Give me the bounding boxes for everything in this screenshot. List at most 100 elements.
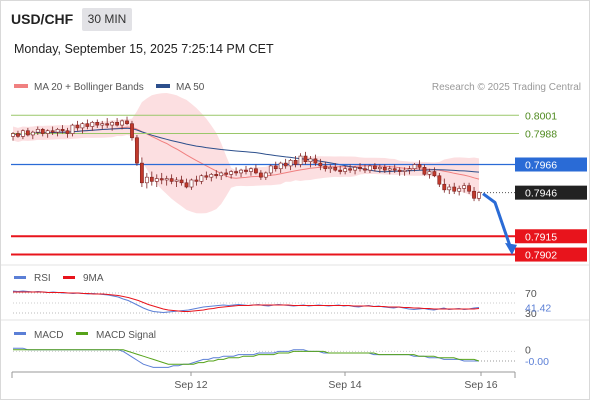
candle-body: [219, 172, 224, 177]
candle-body: [477, 192, 481, 199]
candle-body: [368, 165, 372, 171]
candle-body: [95, 121, 100, 126]
candle-body: [348, 168, 353, 171]
legend-rsi-label: RSI: [34, 273, 51, 284]
candle-body: [397, 169, 402, 172]
macd-zero-label: 0: [525, 344, 531, 356]
candle-body: [214, 174, 219, 177]
candle-body: [472, 190, 476, 199]
candle-body: [432, 171, 437, 177]
candle-body: [209, 174, 214, 178]
candle-body: [60, 129, 65, 132]
candle-body: [70, 124, 75, 134]
candle-body: [135, 137, 139, 164]
candle-body: [298, 155, 303, 165]
candle-body: [229, 171, 234, 175]
bollinger-band: [13, 93, 479, 214]
candle-body: [417, 164, 422, 168]
candle-body: [239, 169, 243, 174]
time-axis-label: Sep 14: [328, 379, 361, 391]
candle-body: [273, 165, 278, 170]
candle-body: [154, 178, 159, 182]
rsi-9ma-line: [13, 291, 480, 312]
rsi-level-label: 70: [525, 288, 537, 300]
candle-body: [179, 179, 184, 184]
candle-body: [254, 168, 258, 174]
candle-body: [120, 120, 124, 126]
candle-body: [45, 130, 50, 134]
macd-signal-line: [13, 349, 480, 365]
support-label: 0.7915: [525, 231, 557, 243]
candle-body: [392, 168, 397, 171]
pivot-tag: [515, 157, 587, 172]
candle-body: [363, 168, 367, 171]
legend-9ma-label: 9MA: [83, 273, 104, 284]
current-price-tag: [515, 185, 587, 200]
candle-body: [21, 130, 25, 137]
candle-body: [50, 130, 55, 133]
candle-body: [115, 121, 120, 126]
candle-body: [144, 176, 149, 184]
legend-ma20-label: MA 20 + Bollinger Bands: [34, 82, 144, 93]
candle-body: [442, 183, 447, 191]
candle-body: [283, 162, 288, 167]
candle-body: [169, 178, 174, 182]
arrow-head-icon: [505, 242, 517, 255]
candle-body: [343, 168, 348, 172]
candle-body: [16, 133, 20, 137]
candle-body: [308, 158, 313, 162]
candle-body: [288, 159, 293, 167]
pivot-label: 0.7966: [525, 160, 557, 172]
candle-body: [382, 167, 387, 171]
candle-body: [105, 123, 110, 126]
rsi-current-value: 41.42: [525, 302, 551, 314]
forecast-arrow: [482, 192, 513, 250]
support-tag: [515, 229, 587, 244]
legend-ma50-label: MA 50: [176, 82, 205, 93]
candle-body: [318, 162, 323, 167]
candle-body: [139, 162, 144, 184]
candle-body: [422, 167, 427, 175]
candle-body: [402, 169, 407, 172]
copyright: Research © 2025 Trading Central: [432, 82, 581, 93]
support-tag: [515, 247, 587, 262]
candle-body: [338, 169, 343, 172]
candle-body: [249, 168, 253, 172]
candle-body: [323, 165, 328, 170]
candle-body: [258, 172, 263, 178]
candle-body: [462, 185, 467, 189]
candle-body: [278, 162, 283, 170]
candle-body: [407, 168, 412, 171]
candle-body: [293, 159, 298, 165]
candle-body: [184, 182, 189, 188]
candle-body: [353, 167, 357, 171]
candle-body: [224, 172, 229, 175]
resistance-label: 0.7988: [525, 129, 557, 141]
time-axis-label: Sep 12: [174, 379, 207, 391]
candle-body: [80, 123, 85, 129]
candle-body: [244, 169, 248, 172]
candle-body: [90, 121, 95, 127]
candle-body: [189, 179, 194, 188]
candle-body: [130, 123, 134, 139]
candle-body: [11, 133, 15, 137]
candle-body: [30, 131, 35, 136]
candle-body: [303, 155, 308, 162]
timeframe-badge[interactable]: 30 MIN: [82, 8, 132, 31]
candle-body: [313, 158, 318, 164]
candle-body: [457, 188, 462, 192]
candle-body: [25, 130, 30, 136]
candle-body: [234, 171, 238, 174]
candle-body: [437, 175, 442, 185]
candle-body: [412, 164, 417, 170]
candle-body: [328, 167, 333, 170]
candle-body: [85, 123, 90, 127]
candle-body: [125, 120, 129, 124]
candle-body: [174, 179, 179, 182]
candle-body: [447, 186, 452, 191]
candle-body: [100, 123, 105, 126]
legend-macd-label: MACD: [34, 330, 63, 341]
time-axis-label: Sep 16: [464, 379, 497, 391]
